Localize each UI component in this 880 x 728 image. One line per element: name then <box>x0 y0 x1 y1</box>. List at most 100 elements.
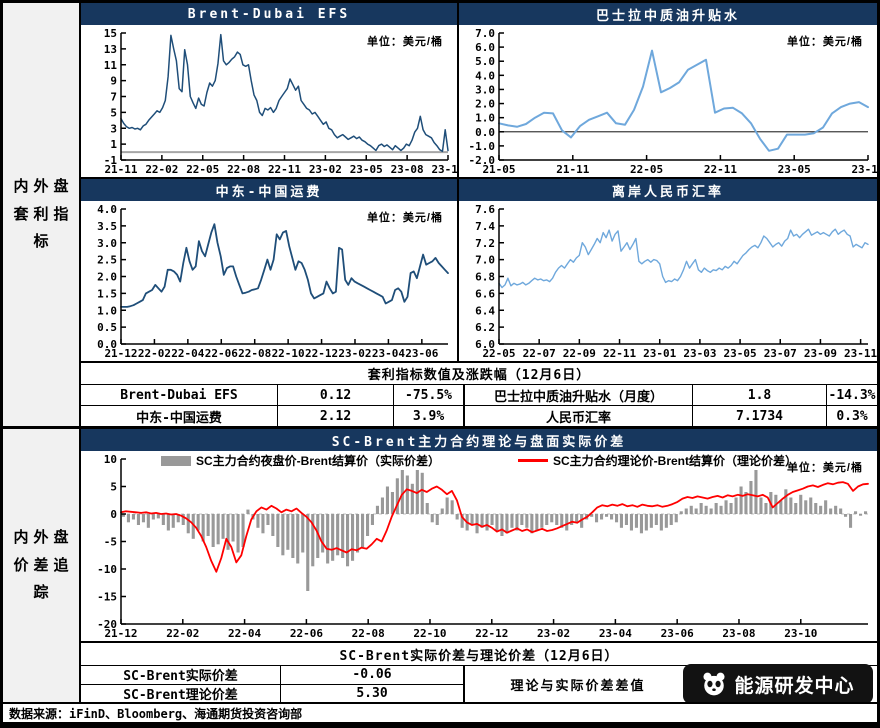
svg-text:5.0: 5.0 <box>475 55 495 68</box>
svg-text:22-05: 22-05 <box>186 163 219 176</box>
svg-text:3: 3 <box>110 122 117 135</box>
indicator-change: -75.5% <box>393 385 463 405</box>
svg-text:5: 5 <box>110 481 117 494</box>
svg-text:23-05: 23-05 <box>350 163 383 176</box>
svg-text:-1.0: -1.0 <box>469 140 496 153</box>
svg-text:6.8: 6.8 <box>475 271 495 284</box>
sc-brent-table: SC-Brent实际价差与理论价差（12月6日） SC-Brent实际价差 -0… <box>81 643 877 704</box>
svg-text:7: 7 <box>110 91 117 104</box>
svg-text:22-08: 22-08 <box>238 347 271 360</box>
svg-text:0.0: 0.0 <box>475 126 495 139</box>
sidebar-label-line: 套利指 <box>13 205 74 223</box>
section-divider <box>3 426 877 429</box>
svg-text:23-07: 23-07 <box>764 347 797 360</box>
svg-text:21-11: 21-11 <box>556 163 589 176</box>
svg-text:22-02: 22-02 <box>145 163 178 176</box>
indicator-value: 2.12 <box>277 406 393 426</box>
legend-label: SC主力合约理论价-Brent结算价（理论价差） <box>553 454 798 468</box>
spread-difference-label: 理论与实际价差差值 <box>510 678 646 694</box>
indicator-value: 0.12 <box>277 385 393 405</box>
chart-plot-area: -20 -15 -10 -5 0 5 10 21-12 22-02 22-04 22-06 22-08… <box>81 451 877 641</box>
legend-label: SC主力合约夜盘价-Brent结算价（实际价差） <box>195 454 440 468</box>
indicator-change: 0.3% <box>826 406 877 426</box>
svg-text:0.5: 0.5 <box>97 321 117 334</box>
chart-panel-sc-brent-spread: SC-Brent主力合约理论与盘面实际价差 -20 -15 -10 -5 0 5 10 21-… <box>81 429 877 643</box>
svg-text:22-06: 22-06 <box>205 347 238 360</box>
energy-research-center-logo: 能源研发中心 <box>683 664 873 704</box>
chart-panel-cnh-rate: 离岸人民币汇率 6.0 6.2 6.4 6.6 6.8 7.0 7.2 7.4 7.6 22-05… <box>459 179 877 363</box>
svg-text:23-08: 23-08 <box>391 163 424 176</box>
legend-item-theoretical-spread: SC主力合约理论价-Brent结算价（理论价差） <box>518 452 797 469</box>
svg-text:21-12: 21-12 <box>104 347 137 360</box>
svg-text:6.0: 6.0 <box>475 41 495 54</box>
svg-text:23-08: 23-08 <box>722 627 755 640</box>
data-source-footer: 数据来源：iFinD、Bloomberg、海通期货投资咨询部 <box>3 702 877 722</box>
svg-text:23-04: 23-04 <box>599 627 632 640</box>
svg-text:-1: -1 <box>104 154 118 167</box>
svg-text:10: 10 <box>104 453 117 466</box>
svg-text:22-04: 22-04 <box>171 347 204 360</box>
svg-text:4.0: 4.0 <box>97 203 117 216</box>
chart-plot-area: 0.0 0.5 1.0 1.5 2.0 2.5 3.0 3.5 4.0 21-12 22-02 22-… <box>81 201 457 361</box>
svg-text:22-06: 22-06 <box>290 627 323 640</box>
legend-item-actual-spread: SC主力合约夜盘价-Brent结算价（实际价差） <box>160 452 440 469</box>
indicator-change: 3.9% <box>393 406 463 426</box>
svg-text:7.0: 7.0 <box>475 27 495 40</box>
basrah-premium-chart: -2.0-1.00.01.02.0 3.04.05.06.07.0 21-05 21-… <box>469 27 878 176</box>
spread-value: 5.30 <box>280 683 463 702</box>
spread-name: SC-Brent实际价差 <box>81 665 280 684</box>
svg-text:2.0: 2.0 <box>475 98 495 111</box>
svg-text:22-08: 22-08 <box>227 163 260 176</box>
chart-plot-area: -2.0 -1.0 0.0 1.0 2.0 3.0 4.0 5.0 6.0 7.0 21-05 21-… <box>459 25 878 177</box>
svg-text:22-10: 22-10 <box>272 347 305 360</box>
freight-chart: 0.00.51.01.52.02.53.03.54.021-12 22-02 22-… <box>97 203 449 360</box>
svg-text:6.4: 6.4 <box>475 304 495 317</box>
svg-text:22-09: 22-09 <box>563 347 596 360</box>
svg-text:15: 15 <box>104 27 117 40</box>
chart-plot-area: -1 1 3 5 7 9 11 13 15 21-11 22-02 22-05 22-08 22-11 23… <box>81 25 457 177</box>
svg-text:23-02: 23-02 <box>338 347 371 360</box>
svg-text:23-06: 23-06 <box>661 627 694 640</box>
svg-text:2.5: 2.5 <box>97 254 117 267</box>
sidebar-label-line: 内外盘 <box>13 528 74 546</box>
svg-text:0: 0 <box>110 508 117 521</box>
svg-text:6.6: 6.6 <box>475 287 495 300</box>
svg-text:11: 11 <box>104 59 118 72</box>
svg-text:22-11: 22-11 <box>704 163 737 176</box>
svg-text:4.0: 4.0 <box>475 69 495 82</box>
indicator-name: 中东-中国运费 <box>136 410 222 426</box>
svg-text:21-05: 21-05 <box>482 163 515 176</box>
svg-text:23-05: 23-05 <box>724 347 757 360</box>
svg-text:22-10: 22-10 <box>413 627 446 640</box>
svg-text:3.5: 3.5 <box>97 220 117 233</box>
svg-text:9: 9 <box>110 75 117 88</box>
svg-text:13: 13 <box>104 43 117 56</box>
sidebar-section-arbitrage-indicators: 内外盘 套利指 标 <box>3 3 81 426</box>
indicator-name: 巴士拉中质油升贴水（月度） <box>463 385 692 405</box>
svg-text:23-09: 23-09 <box>804 347 837 360</box>
svg-text:-5: -5 <box>104 536 117 549</box>
svg-text:23-11: 23-11 <box>844 347 877 360</box>
svg-text:21-12: 21-12 <box>104 627 137 640</box>
svg-text:22-12: 22-12 <box>305 347 338 360</box>
data-source-text: 数据来源：iFinD、Bloomberg、海通期货投资咨询部 <box>9 706 303 721</box>
chart-title: 离岸人民币汇率 <box>459 179 877 201</box>
chart-title: 中东-中国运费 <box>81 179 457 201</box>
svg-text:1.5: 1.5 <box>97 287 117 300</box>
svg-text:-10: -10 <box>97 563 117 576</box>
svg-text:1.0: 1.0 <box>97 304 117 317</box>
arbitrage-table-title: 套利指标数值及涨跌幅（12月6日） <box>367 368 591 383</box>
svg-text:23-06: 23-06 <box>405 347 438 360</box>
arbitrage-table: 套利指标数值及涨跌幅（12月6日） Brent-Dubai EFS 0.12 -… <box>81 363 877 426</box>
svg-text:6.2: 6.2 <box>475 321 495 334</box>
spread-value: -0.06 <box>280 665 463 684</box>
chart-legend: SC主力合约夜盘价-Brent结算价（实际价差） SC主力合约理论价-Brent… <box>81 452 877 469</box>
bar-swatch-icon <box>160 455 191 466</box>
svg-text:22-02: 22-02 <box>138 347 171 360</box>
svg-text:22-11: 22-11 <box>268 163 301 176</box>
svg-text:23-04: 23-04 <box>372 347 405 360</box>
line-swatch-icon <box>518 459 548 462</box>
svg-text:23-01: 23-01 <box>643 347 676 360</box>
unit-label: 单位：美元/桶 <box>786 36 863 48</box>
